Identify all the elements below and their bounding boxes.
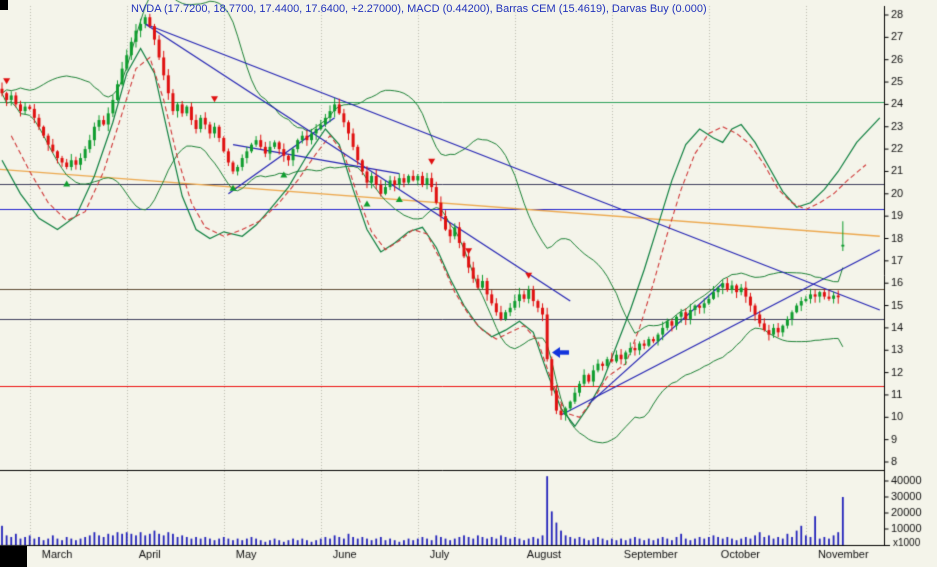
- chart-title: NVDA (17.7200, 18.7700, 17.4400, 17.6400…: [131, 3, 707, 15]
- bottom-left-corner-block: [0, 546, 27, 567]
- top-left-corner-block: [0, 0, 8, 10]
